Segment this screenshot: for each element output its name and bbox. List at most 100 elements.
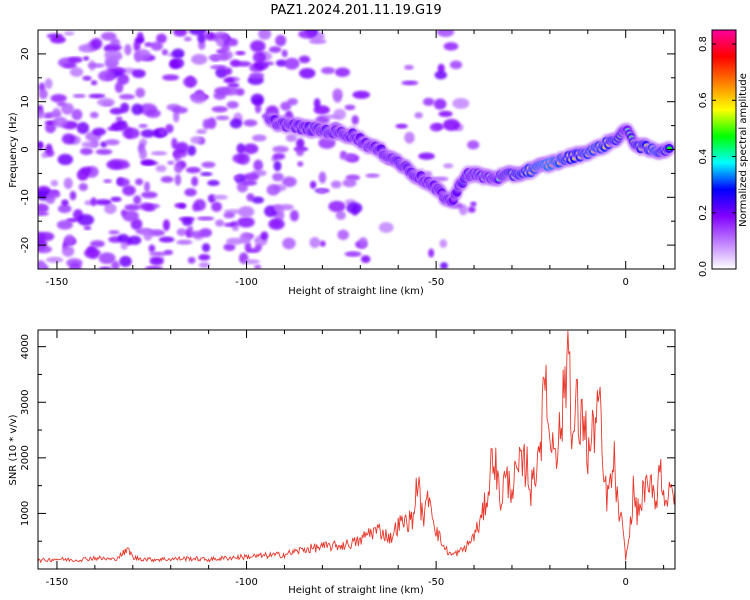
noise-blob <box>237 216 255 228</box>
y-tick-label: 10 <box>20 95 31 108</box>
noise-blob <box>76 122 90 134</box>
noise-blob <box>215 219 225 227</box>
noise-blob <box>401 80 419 86</box>
noise-blob <box>148 244 156 253</box>
noise-blob <box>344 104 356 111</box>
colorbar: 0.0 0.2 0.4 0.6 0.8 Normalized spectral ampl… <box>698 29 749 277</box>
noise-blob <box>328 200 346 213</box>
y-tick-label: 1000 <box>20 501 31 526</box>
noise-blob <box>68 57 83 64</box>
noise-blob <box>258 30 272 40</box>
noise-blob <box>143 181 151 193</box>
noise-blob <box>443 42 459 51</box>
noise-blob <box>41 152 48 159</box>
noise-blob <box>171 48 185 59</box>
noise-blob <box>38 245 53 254</box>
noise-blob <box>337 229 349 241</box>
noise-blob <box>52 107 61 119</box>
noise-blob <box>38 203 49 213</box>
noise-blob <box>116 177 130 187</box>
noise-blob <box>56 220 74 230</box>
noise-blob <box>78 182 88 192</box>
noise-blob <box>221 86 239 96</box>
noise-blob <box>253 61 269 70</box>
noise-blob <box>87 63 105 68</box>
noise-blob <box>90 37 103 50</box>
noise-blob <box>120 102 130 113</box>
noise-blob <box>358 237 368 249</box>
noise-blob <box>139 202 154 211</box>
noise-blob <box>272 172 284 182</box>
noise-blob <box>98 70 116 82</box>
colorbar-tick-label: 0.2 <box>698 205 709 221</box>
noise-blob <box>173 30 188 37</box>
noise-blob <box>320 66 335 75</box>
noise-blob <box>330 180 342 189</box>
noise-blob <box>176 228 187 237</box>
noise-blob <box>63 177 73 190</box>
noise-blob <box>309 180 317 189</box>
noise-blob <box>117 233 130 243</box>
noise-blob <box>122 210 139 222</box>
noise-blob <box>38 88 48 100</box>
noise-blob <box>61 199 69 207</box>
noise-blob <box>61 133 76 145</box>
noise-blob <box>317 188 327 195</box>
noise-blob <box>100 32 117 41</box>
noise-blob <box>145 108 161 118</box>
noise-blob <box>296 138 305 149</box>
noise-blob <box>298 55 311 64</box>
noise-blob <box>223 222 237 227</box>
colorbar-tick-label: 0.8 <box>698 36 709 52</box>
noise-blob <box>130 218 143 230</box>
noise-blob <box>437 63 445 74</box>
noise-blob <box>191 54 208 65</box>
noise-blob <box>346 202 363 214</box>
y-tick-label: 3000 <box>20 390 31 415</box>
noise-blob <box>61 245 75 257</box>
noise-blob <box>215 66 228 79</box>
y-tick-label: 0 <box>20 146 31 152</box>
noise-blob <box>149 257 164 266</box>
noise-blob <box>182 218 193 226</box>
noise-blob <box>72 93 86 98</box>
noise-blob <box>133 195 142 205</box>
noise-blob <box>173 110 180 123</box>
noise-blob <box>282 237 296 250</box>
noise-blob <box>38 231 46 243</box>
noise-blob <box>188 230 205 238</box>
noise-blob <box>156 33 167 44</box>
noise-blob <box>138 123 148 128</box>
noise-blob <box>436 30 455 37</box>
x-tick-label: 0 <box>623 277 629 288</box>
noise-blob <box>174 141 189 154</box>
noise-blob <box>155 164 167 173</box>
noise-blob <box>50 179 59 187</box>
noise-blob <box>77 214 95 226</box>
noise-blob <box>97 97 115 107</box>
noise-blob <box>150 151 168 156</box>
figure-title: PAZ1.2024.201.11.19.G19 <box>270 3 441 18</box>
noise-blob <box>190 136 203 144</box>
noise-blob <box>200 172 213 177</box>
noise-blob <box>198 261 210 269</box>
noise-blob <box>272 152 286 160</box>
y-tick-label: -10 <box>20 189 31 205</box>
colorbar-tick-label: 0.0 <box>698 261 709 277</box>
noise-blob <box>254 244 263 251</box>
noise-blob <box>141 191 158 199</box>
noise-blob <box>273 204 282 212</box>
noise-blob <box>38 211 50 216</box>
noise-blob <box>184 188 197 197</box>
noise-blob <box>271 219 281 228</box>
noise-blob <box>38 109 45 119</box>
noise-blob <box>110 121 129 132</box>
noise-blob <box>439 239 448 248</box>
noise-blob <box>434 70 448 80</box>
noise-blob <box>452 97 470 109</box>
noise-blob <box>439 262 449 269</box>
noise-blob <box>176 239 193 245</box>
noise-blob <box>319 240 326 247</box>
noise-blob <box>134 37 145 43</box>
noise-blob <box>318 171 327 184</box>
